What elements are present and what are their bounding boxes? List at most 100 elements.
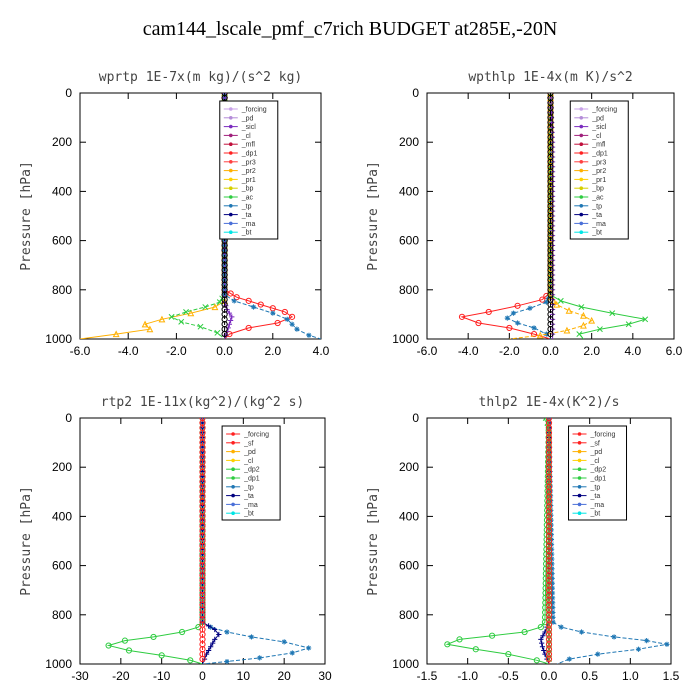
legend-marker [577,485,582,489]
series-point [121,637,129,644]
series-point [578,304,585,310]
series-point [537,624,544,631]
series-group [458,93,649,339]
series-point [306,332,312,338]
series-point [549,561,555,567]
series-point [549,580,555,586]
x-tick-label: 10 [237,669,251,683]
series-point [158,315,166,323]
series-group [80,93,321,339]
legend-entry: _bt [243,511,254,518]
legend-marker [577,493,582,498]
series-point [212,636,218,642]
chart-panel-1: wprtp 1E-7x(m kg)/(s^2 kg) Pressure [hPa]… [19,70,330,358]
legend-entry: _dp1 [243,476,260,483]
legend-marker [579,116,584,120]
series-point [229,314,235,320]
series-point [553,300,561,308]
x-tick-label: 0.0 [541,669,558,683]
y-tick-label: 0 [65,86,72,100]
series-point [485,308,492,316]
panel-title: wprtp 1E-7x(m kg)/(s^2 kg) [99,70,303,85]
y-tick-label: 800 [52,608,72,622]
legend-entry: _dp1 [591,151,608,158]
x-tick-label: -4.0 [458,344,479,358]
series-point [458,313,466,320]
series-point [550,609,556,616]
series-line-1 [80,93,226,339]
x-tick-label: -10 [153,669,171,683]
legend-marker [231,449,235,454]
legend-entry: _pd [241,115,254,122]
series-point [274,319,281,327]
series-point [580,311,587,319]
x-tick-label: 0 [199,669,206,683]
legend-entry: _ac [591,195,604,202]
series-point [609,310,616,317]
series-point [549,556,555,562]
legend-entry: _bp [241,186,254,193]
series-point [257,301,264,308]
series-line-2 [170,93,226,339]
y-tick-label: 200 [399,460,419,474]
legend-entry: _forcing [590,432,616,439]
series-point [563,326,571,334]
legend-marker [577,432,582,436]
series-point [550,604,556,611]
legend-entry: _pr1 [591,177,606,184]
series-point [289,321,295,327]
series-point [543,299,549,305]
series-point [531,325,537,331]
x-tick-label: -4.0 [118,344,139,358]
chart-panel-3: rtp2 1E-11x(kg^2)/(kg^2 s) Pressure [hPa]… [19,395,332,683]
legend-marker [231,493,235,498]
legend-entry: _dp2 [243,467,260,474]
legend-entry: _pd [590,449,603,456]
series-point [208,644,214,650]
series-point [488,632,496,639]
legend-entry: _bp [591,186,604,193]
legend-entry: _pr1 [241,177,256,184]
series-point [141,320,149,328]
series-point [565,306,573,314]
legend-marker [579,195,584,199]
series-point [248,634,255,640]
series-point [566,656,572,662]
y-tick-label: 600 [52,234,72,248]
legend-marker [228,177,233,182]
series-point [539,644,546,650]
y-tick-label: 1000 [392,332,419,346]
series-point [547,330,554,338]
series-point [211,303,219,311]
y-tick-label: 600 [399,234,419,248]
y-tick-label: 400 [399,184,419,198]
legend-marker [579,151,584,155]
legend-marker [579,212,584,217]
x-tick-label: 30 [318,669,332,683]
y-tick-label: 0 [412,411,419,425]
y-tick-label: 200 [52,135,72,149]
legend-entry: _dp1 [241,151,258,158]
x-tick-label: 2.0 [583,344,600,358]
series-point [168,313,175,320]
legend-entry: _dp1 [590,476,607,483]
legend-entry: _pd [243,449,256,456]
legend-marker [228,160,233,164]
series-point [214,329,221,336]
series-line-3 [550,93,646,339]
series-point [472,646,479,653]
legend-marker [577,476,582,480]
series-point [527,305,533,311]
x-tick-label: -0.5 [498,669,519,683]
x-tick-label: -1.5 [417,669,438,683]
legend-entry: _sf [243,440,253,447]
y-tick-label: 1000 [392,657,419,671]
series-point [187,309,195,317]
y-tick-label: 800 [399,283,419,297]
series-point [549,595,556,601]
series-point [550,600,556,606]
series-point [596,326,603,333]
series-point [257,655,263,661]
series-point [545,655,553,663]
x-tick-label: 6.0 [666,344,683,358]
